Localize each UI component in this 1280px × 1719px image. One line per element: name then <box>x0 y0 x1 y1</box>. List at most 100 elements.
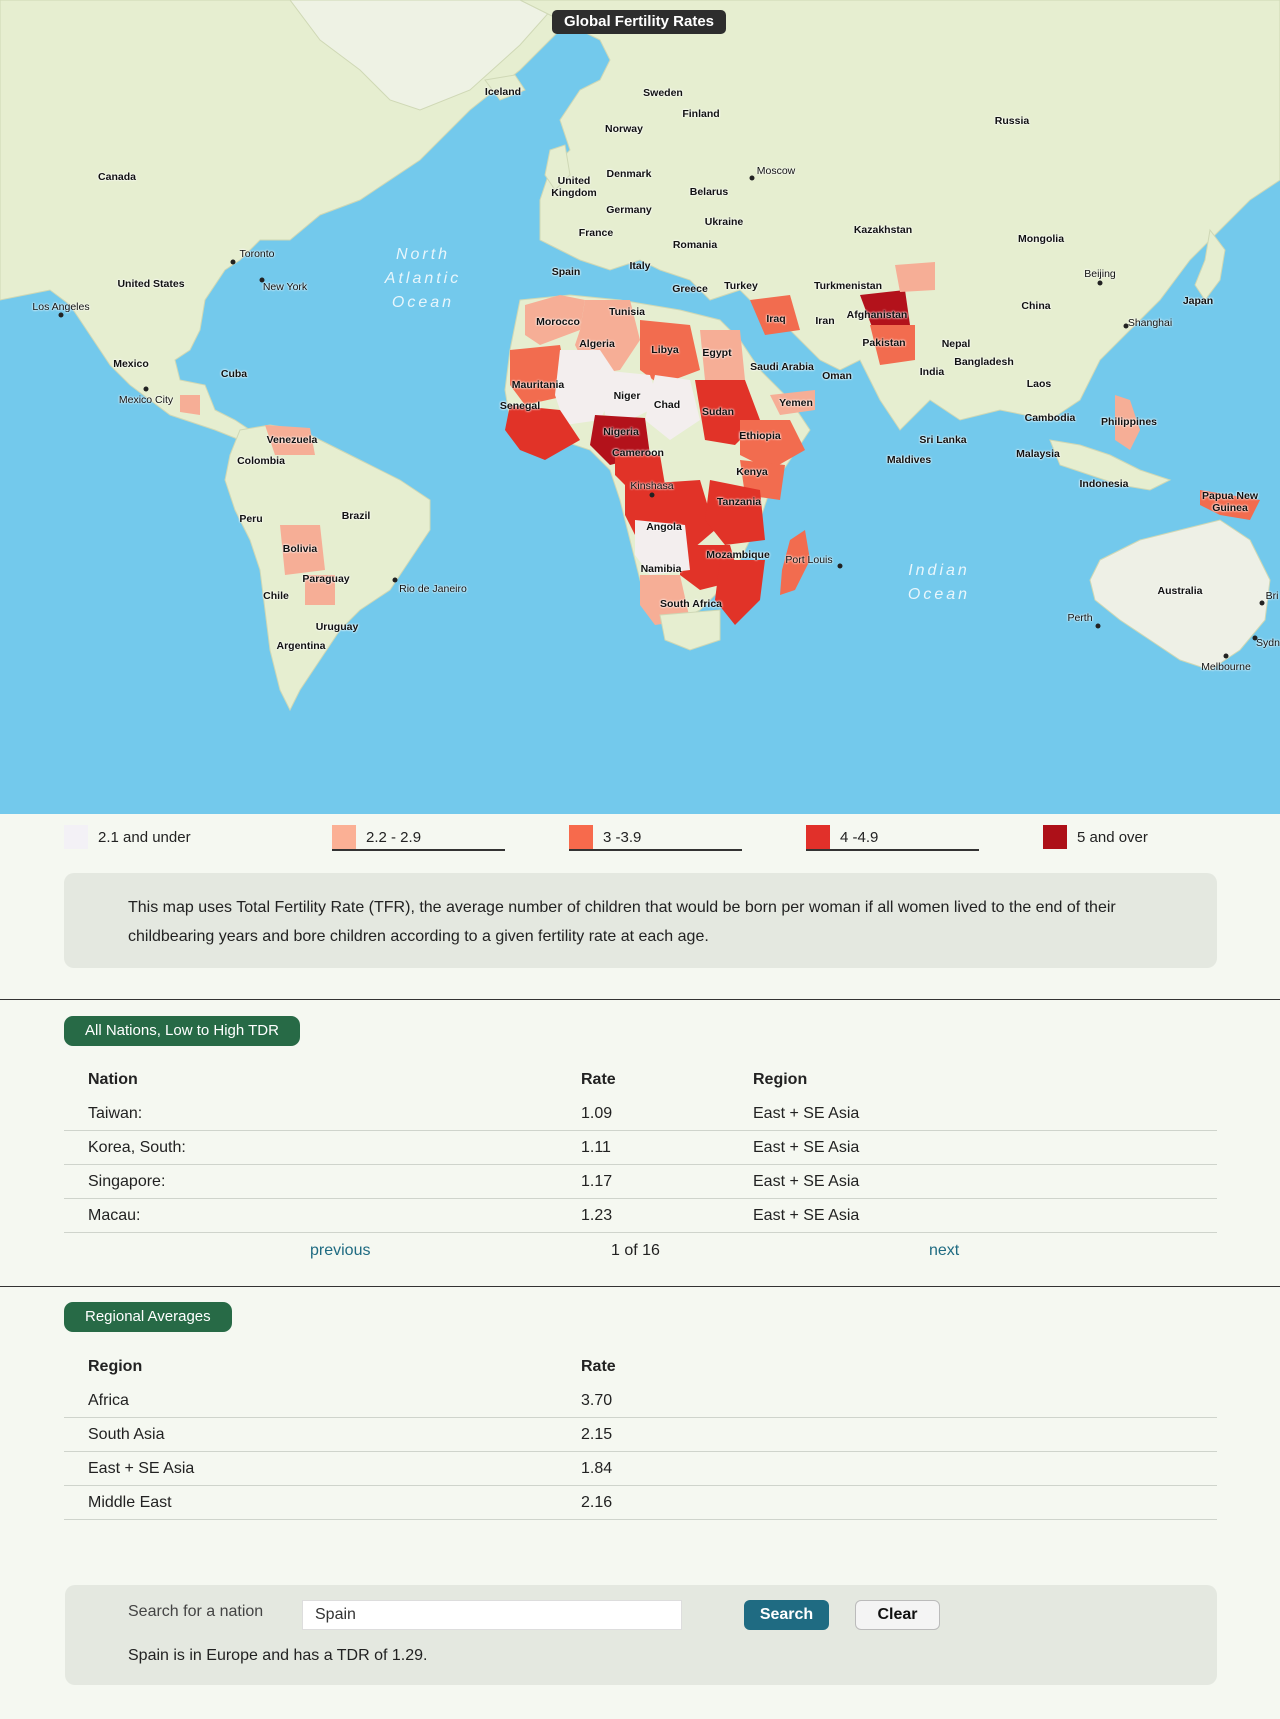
map-label-morocco[interactable]: Morocco <box>536 316 580 328</box>
map-label-saudi-arabia[interactable]: Saudi Arabia <box>750 361 814 373</box>
map-label-iran[interactable]: Iran <box>815 315 835 327</box>
map-label-ethiopia[interactable]: Ethiopia <box>739 430 781 442</box>
map-label-perth[interactable]: Perth <box>1067 612 1093 624</box>
map-label-cambodia[interactable]: Cambodia <box>1024 412 1076 424</box>
map-label-mexico[interactable]: Mexico <box>113 358 149 370</box>
map-label-mexico-city[interactable]: Mexico City <box>118 394 174 406</box>
map-label-nigeria[interactable]: Nigeria <box>603 426 639 438</box>
map-label-angola[interactable]: Angola <box>646 521 682 533</box>
map-label-algeria[interactable]: Algeria <box>579 338 615 350</box>
map-label-maldives[interactable]: Maldives <box>886 454 932 466</box>
map-label-toronto[interactable]: Toronto <box>239 248 275 260</box>
map-label-australia[interactable]: Australia <box>1157 585 1203 597</box>
legend-item-2-2-to-2-9[interactable]: 2.2 - 2.9 <box>332 822 421 852</box>
map-label-denmark[interactable]: Denmark <box>606 168 652 180</box>
fertility-map[interactable]: Global Fertility Rates North Atlantic Oc… <box>0 0 1280 814</box>
search-input[interactable] <box>302 1600 682 1630</box>
map-label-uruguay[interactable]: Uruguay <box>315 621 359 633</box>
map-label-brisbane[interactable]: Bri <box>1265 590 1279 602</box>
map-label-canada[interactable]: Canada <box>98 171 136 183</box>
map-label-los-angeles[interactable]: Los Angeles <box>32 301 90 313</box>
map-label-egypt[interactable]: Egypt <box>702 347 732 359</box>
map-label-norway[interactable]: Norway <box>605 123 643 135</box>
map-canvas[interactable] <box>0 0 1280 814</box>
map-label-sri-lanka[interactable]: Sri Lanka <box>919 434 967 446</box>
map-label-namibia[interactable]: Namibia <box>640 563 682 575</box>
map-label-sydney[interactable]: Sydn <box>1256 637 1280 649</box>
map-label-romania[interactable]: Romania <box>672 239 718 251</box>
map-label-turkmenistan[interactable]: Turkmenistan <box>813 280 883 292</box>
map-label-pakistan[interactable]: Pakistan <box>862 337 906 349</box>
legend-item-5-and-over[interactable]: 5 and over <box>1043 822 1148 852</box>
map-label-chad[interactable]: Chad <box>653 399 681 411</box>
map-label-niger[interactable]: Niger <box>613 390 641 402</box>
map-label-germany[interactable]: Germany <box>606 204 652 216</box>
map-label-united-states[interactable]: United States <box>117 278 185 290</box>
map-label-italy[interactable]: Italy <box>629 260 651 272</box>
map-label-philippines[interactable]: Philippines <box>1100 416 1158 428</box>
map-label-senegal[interactable]: Senegal <box>499 400 541 412</box>
map-label-iceland[interactable]: Iceland <box>484 86 522 98</box>
map-label-laos[interactable]: Laos <box>1026 378 1052 390</box>
map-label-oman[interactable]: Oman <box>822 370 852 382</box>
map-label-nepal[interactable]: Nepal <box>941 338 971 350</box>
map-label-rio[interactable]: Rio de Janeiro <box>399 583 467 595</box>
map-label-colombia[interactable]: Colombia <box>237 455 285 467</box>
map-label-turkey[interactable]: Turkey <box>724 280 758 292</box>
map-label-paraguay[interactable]: Paraguay <box>302 573 350 585</box>
legend-item-3-to-3-9[interactable]: 3 -3.9 <box>569 822 641 852</box>
map-label-ukraine[interactable]: Ukraine <box>704 216 744 228</box>
map-label-beijing[interactable]: Beijing <box>1084 268 1116 280</box>
map-label-japan[interactable]: Japan <box>1182 295 1214 307</box>
map-label-malaysia[interactable]: Malaysia <box>1016 448 1060 460</box>
map-label-united-kingdom[interactable]: United Kingdom <box>551 175 597 199</box>
map-label-iraq[interactable]: Iraq <box>766 313 786 325</box>
next-page-link[interactable]: next <box>929 1242 960 1259</box>
map-label-melbourne[interactable]: Melbourne <box>1201 661 1251 673</box>
map-label-tunisia[interactable]: Tunisia <box>609 306 645 318</box>
map-label-yemen[interactable]: Yemen <box>779 397 813 409</box>
map-label-india[interactable]: India <box>919 366 945 378</box>
legend-item-under-2-1[interactable]: 2.1 and under <box>64 822 191 852</box>
map-label-libya[interactable]: Libya <box>651 344 679 356</box>
map-label-chile[interactable]: Chile <box>263 590 289 602</box>
map-label-venezuela[interactable]: Venezuela <box>266 434 318 446</box>
map-label-south-africa[interactable]: South Africa <box>659 598 723 610</box>
legend-item-4-to-4-9[interactable]: 4 -4.9 <box>806 822 878 852</box>
map-label-afghanistan[interactable]: Afghanistan <box>846 309 908 321</box>
map-label-papua-new-guinea[interactable]: Papua New Guinea <box>1201 490 1259 514</box>
map-label-kenya[interactable]: Kenya <box>736 466 768 478</box>
map-label-finland[interactable]: Finland <box>682 108 720 120</box>
map-label-france[interactable]: France <box>578 227 614 239</box>
map-label-bangladesh[interactable]: Bangladesh <box>954 356 1014 368</box>
map-label-mauritania[interactable]: Mauritania <box>511 379 565 391</box>
map-label-new-york[interactable]: New York <box>262 281 308 293</box>
search-label: Search for a nation <box>128 1603 264 1620</box>
map-label-argentina[interactable]: Argentina <box>276 640 326 652</box>
map-label-shanghai[interactable]: Shanghai <box>1127 317 1173 329</box>
map-label-brazil[interactable]: Brazil <box>341 510 371 522</box>
clear-button[interactable]: Clear <box>855 1600 940 1630</box>
nation-region: East + SE Asia <box>753 1207 860 1224</box>
map-label-mozambique[interactable]: Mozambique <box>706 549 770 561</box>
map-label-cuba[interactable]: Cuba <box>220 368 248 380</box>
map-label-china[interactable]: China <box>1021 300 1051 312</box>
map-label-kinshasa[interactable]: Kinshasa <box>630 480 674 492</box>
map-label-belarus[interactable]: Belarus <box>689 186 729 198</box>
map-label-indonesia[interactable]: Indonesia <box>1079 478 1129 490</box>
map-label-greece[interactable]: Greece <box>672 283 708 295</box>
map-label-port-louis[interactable]: Port Louis <box>785 554 833 566</box>
map-label-tanzania[interactable]: Tanzania <box>716 496 762 508</box>
map-label-sweden[interactable]: Sweden <box>643 87 683 99</box>
map-label-peru[interactable]: Peru <box>239 513 263 525</box>
map-label-mongolia[interactable]: Mongolia <box>1017 233 1065 245</box>
map-label-kazakhstan[interactable]: Kazakhstan <box>853 224 913 236</box>
map-label-sudan[interactable]: Sudan <box>701 406 735 418</box>
previous-page-link[interactable]: previous <box>310 1242 371 1259</box>
map-label-spain[interactable]: Spain <box>551 266 581 278</box>
map-label-cameroon[interactable]: Cameroon <box>612 447 664 459</box>
map-label-bolivia[interactable]: Bolivia <box>282 543 318 555</box>
search-button[interactable]: Search <box>744 1600 829 1630</box>
map-label-russia[interactable]: Russia <box>994 115 1030 127</box>
map-label-moscow[interactable]: Moscow <box>756 165 796 177</box>
